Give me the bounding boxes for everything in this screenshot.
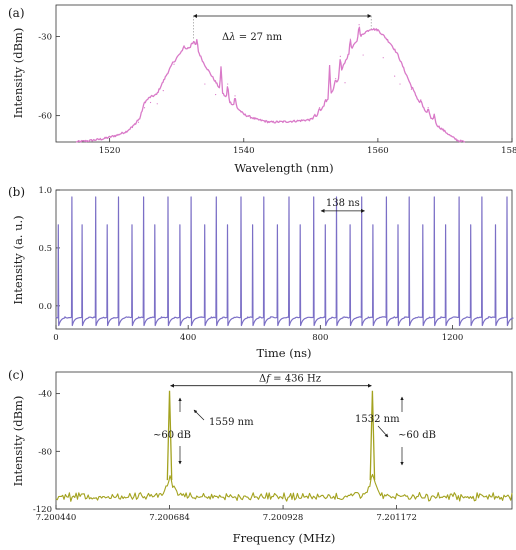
panel-a-xtick-label: 1580 <box>501 146 516 156</box>
panel-a-spike-peak <box>420 99 422 101</box>
panel-c-label: (c) <box>8 368 24 382</box>
panel-c-xtick-label: 7.200440 <box>36 513 77 523</box>
panel-a-spike-peak <box>196 39 198 41</box>
panel-b: (b) 0 400 800 1200 1.0 0.5 0.0 138 ns Time (ns… <box>8 185 514 360</box>
panel-c-xtick-label: 7.200928 <box>263 513 304 523</box>
panel-a-ylabel: Intensity (dBm) <box>11 28 25 119</box>
panel-c-xtick-label: 7.200684 <box>149 513 190 523</box>
panel-a-frame <box>55 4 513 143</box>
panel-c-peak-label-1559: 1559 nm <box>209 417 254 428</box>
panel-a-spike-peak <box>394 75 396 77</box>
panel-a-xtick-label: 1560 <box>367 146 389 156</box>
panel-a-spike-peak <box>358 24 360 26</box>
panel-a-spike-peak <box>156 103 158 105</box>
panel-c-ytick-label: -40 <box>38 390 52 400</box>
panel-a-spike-peak <box>215 93 217 96</box>
panel-b-xtick-label: 0 <box>53 333 58 343</box>
panel-b-xlabel: Time (ns) <box>257 346 312 360</box>
panel-a: (a) 1520 1540 1560 1580 -30 -60 Δλ = 27 nm Wa… <box>8 4 516 175</box>
panel-a-spike-peak <box>234 95 236 97</box>
panel-a-spike-peak <box>149 101 152 104</box>
panel-a-spike-peak <box>143 107 146 109</box>
panel-a-spike-peak <box>318 107 321 109</box>
panel-a-xlabel: Wavelength (nm) <box>234 161 333 175</box>
panel-b-xtick-label: 800 <box>312 333 328 343</box>
panel-c-xlabel: Frequency (MHz) <box>233 531 336 545</box>
panel-a-spike-peak <box>220 66 222 68</box>
panel-b-xtick-label: 1200 <box>442 333 464 343</box>
panel-a-label: (a) <box>8 6 25 20</box>
panel-a-spike-peak <box>162 90 164 92</box>
panel-c-peak-pointer-1559 <box>193 409 205 421</box>
panel-c-peak-pointer-1532 <box>377 425 389 438</box>
panel-c-frame <box>55 371 513 510</box>
panel-c-xtick-label: 7.201172 <box>376 513 417 523</box>
panel-c-annotation: Δf = 436 Hz <box>259 374 321 385</box>
panel-a-spike-peak <box>314 113 316 115</box>
panel-b-pulse-train-line <box>55 196 514 327</box>
panel-b-label: (b) <box>8 185 25 199</box>
panel-a-spike-peak <box>339 55 341 57</box>
panel-b-ytick-label: 0.0 <box>38 302 52 312</box>
panel-c-ticks: 7.200440 7.200684 7.200928 7.201172 -40 -80 -1… <box>33 390 417 523</box>
panel-c-beat-spectrum-line <box>55 473 513 502</box>
panel-a-ytick-label: -60 <box>38 112 52 122</box>
panel-c-beat-peak <box>369 390 376 481</box>
panel-a-spike-peak <box>349 38 351 40</box>
panel-b-xtick-label: 400 <box>180 333 196 343</box>
panel-a-spike-peak <box>191 42 193 44</box>
panel-b-ylabel: Intensity (a. u.) <box>11 215 25 304</box>
panel-c-db-label-left: ~60 dB <box>153 430 191 441</box>
panel-c-peak-label-1532: 1532 nm <box>355 414 400 425</box>
panel-a-annotation: Δλ = 27 nm <box>222 32 283 43</box>
panel-c-ylabel: Intensity (dBm) <box>11 396 25 487</box>
panel-a-ytick-label: -30 <box>38 33 52 43</box>
panel-c-ytick-label: -80 <box>38 447 52 457</box>
panel-b-annotation: 138 ns <box>326 198 360 209</box>
panel-a-spike-peak <box>335 78 337 80</box>
panel-c: (c) 7.200440 7.200684 7.200928 7.201172 -40 -… <box>8 368 513 545</box>
panel-b-ticks: 0 400 800 1200 1.0 0.5 0.0 <box>38 186 463 343</box>
panel-a-xtick-label: 1520 <box>99 146 121 156</box>
panel-c-db-label-right: ~60 dB <box>398 430 436 441</box>
panel-a-spike-peak <box>183 45 185 47</box>
panel-a-spikes <box>131 24 435 129</box>
panel-a-spike-peak <box>131 126 134 129</box>
panel-a-ticks: 1520 1540 1560 1580 -30 -60 <box>38 33 516 156</box>
panel-a-spectrum-line <box>75 26 466 143</box>
panel-a-spike-peak <box>137 121 140 123</box>
panel-a-spike-peak <box>204 83 206 85</box>
panel-a-spike-peak <box>410 88 413 90</box>
panel-a-spike-peak <box>329 64 331 67</box>
panel-a-spike-peak <box>382 57 384 59</box>
panel-b-ytick-label: 0.5 <box>38 244 52 254</box>
panel-a-spike-peak <box>427 107 429 109</box>
panel-a-xtick-label: 1540 <box>233 146 255 156</box>
panel-a-spike-peak <box>227 83 229 85</box>
panel-c-beat-peak <box>166 390 173 481</box>
panel-a-spike-peak <box>399 83 401 85</box>
panel-a-spike-peak <box>324 99 327 101</box>
panel-a-spike-peak <box>344 82 346 84</box>
panel-a-spike-peak <box>433 113 435 115</box>
panel-a-spike-peak <box>362 54 364 56</box>
panel-b-frame <box>55 189 513 330</box>
panel-a-spike-peak <box>173 63 175 65</box>
panel-c-ytick-label: -120 <box>33 505 52 515</box>
panel-b-ytick-label: 1.0 <box>38 186 52 196</box>
